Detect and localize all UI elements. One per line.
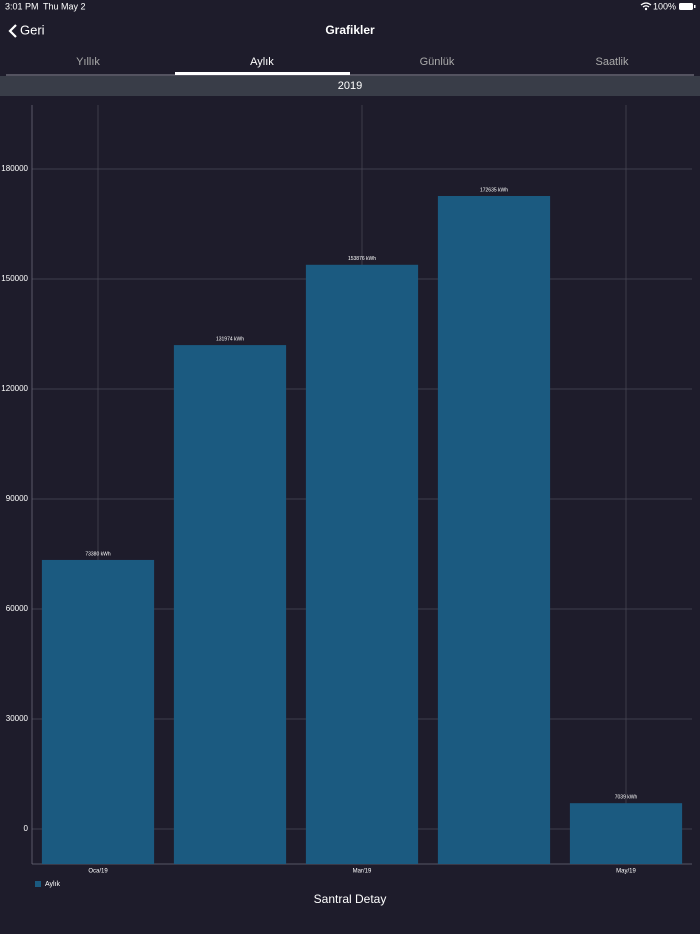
battery-icon xyxy=(679,3,693,10)
bar xyxy=(569,803,683,864)
x-tick-label: Mar/19 xyxy=(353,869,372,875)
bar xyxy=(173,345,287,864)
tab[interactable]: Günlük xyxy=(420,56,455,68)
x-tick-label: May/19 xyxy=(616,869,636,875)
bar xyxy=(305,264,419,864)
tab-indicator xyxy=(175,72,350,75)
chart: 0 30000 60000 90000 120000 150000 180000 73380 … xyxy=(1,105,692,888)
battery-tip xyxy=(694,5,696,8)
status-time: 3:01 PM xyxy=(5,1,39,11)
year-label: 2019 xyxy=(338,80,362,92)
nav-title: Grafikler xyxy=(325,23,375,37)
y-tick-label: 30000 xyxy=(6,714,29,723)
legend-label: Aylık xyxy=(45,881,61,888)
tab[interactable]: Yıllık xyxy=(76,56,100,68)
bar xyxy=(41,559,155,864)
y-tick-label: 180000 xyxy=(1,164,28,173)
status-date: Thu May 2 xyxy=(43,1,86,11)
y-tick-label: 90000 xyxy=(6,494,29,503)
value-label: 153876 kWh xyxy=(348,256,376,262)
bar xyxy=(437,196,551,865)
y-tick-label: 150000 xyxy=(1,274,28,283)
tab-selected[interactable]: Aylık xyxy=(250,56,274,68)
y-tick-label: 120000 xyxy=(1,384,28,393)
value-label: 172635 kWh xyxy=(480,187,508,193)
tab[interactable]: Saatlik xyxy=(595,56,629,68)
y-tick-label: 0 xyxy=(24,824,29,833)
wifi-icon xyxy=(640,2,652,8)
status-battery: 100% xyxy=(653,1,676,11)
x-tick-label: Oca/19 xyxy=(88,869,108,875)
value-label: 73380 kWh xyxy=(85,551,111,557)
back-chevron[interactable] xyxy=(8,24,17,38)
value-label: 131974 kWh xyxy=(216,336,244,342)
year-bar xyxy=(0,76,700,96)
back-button[interactable]: Geri xyxy=(20,22,45,37)
legend-swatch xyxy=(35,881,41,887)
footer-title[interactable]: Santral Detay xyxy=(314,892,387,906)
value-label: 7039 kWh xyxy=(615,795,638,801)
wifi-icon-dot xyxy=(644,7,648,11)
y-tick-label: 60000 xyxy=(6,604,29,613)
